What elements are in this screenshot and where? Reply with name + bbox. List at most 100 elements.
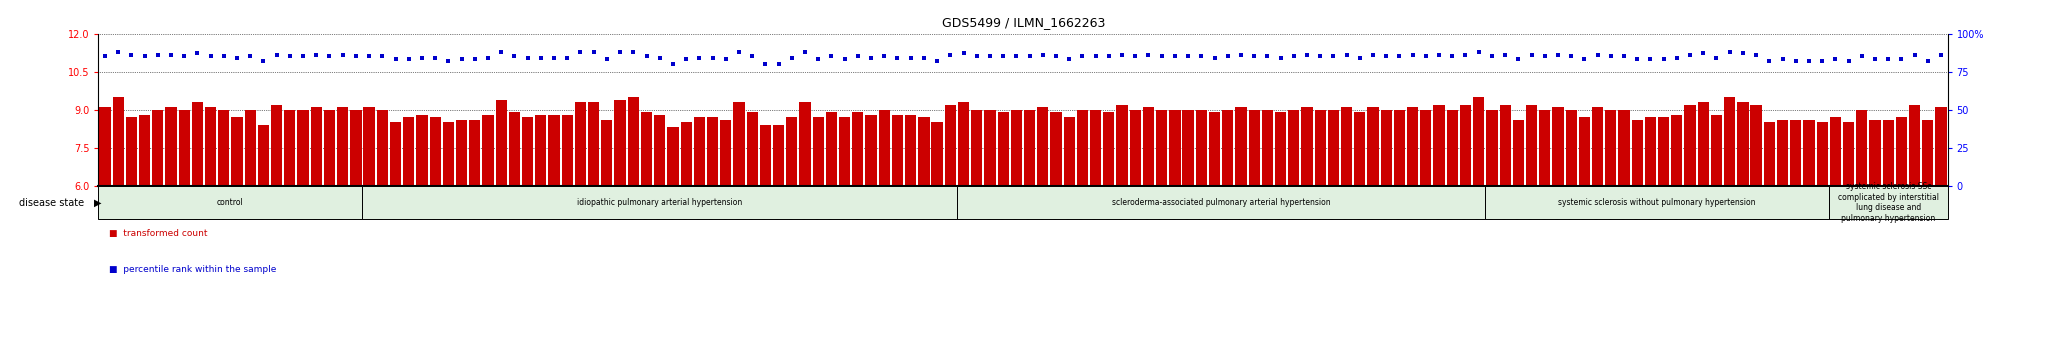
Point [1186,53,1219,59]
Bar [997,112,1010,186]
Point [590,57,623,62]
Point [1278,53,1311,59]
Point [195,53,227,59]
Point [1026,52,1059,58]
Point [1872,57,1905,62]
Bar [285,110,295,186]
Bar [1552,107,1563,186]
Bar [1671,115,1683,186]
Point [1569,57,1602,62]
Point [1475,53,1507,59]
Bar [1683,104,1696,186]
Bar [944,104,956,186]
Bar [1591,107,1604,186]
Bar [98,186,362,219]
Point [973,53,1006,59]
Point [444,57,477,62]
Point [1554,53,1587,59]
Text: systemic sclerosis SSc
complicated by interstitial
lung disease and
pulmonary hy: systemic sclerosis SSc complicated by in… [1837,182,1939,223]
Bar [430,117,440,186]
Point [709,57,741,62]
Point [999,53,1032,59]
Bar [1130,110,1141,186]
Bar [139,115,150,186]
Bar [575,102,586,186]
Bar [535,115,547,186]
Bar [457,120,467,186]
Bar [244,110,256,186]
Point [1739,52,1772,58]
Bar [1077,110,1087,186]
Point [168,53,201,59]
Point [815,53,848,59]
Bar [733,102,745,186]
Point [260,52,293,58]
Point [1118,53,1151,59]
Point [1198,55,1231,61]
Point [1053,57,1085,62]
Point [1290,52,1323,58]
Point [1305,53,1337,59]
Bar [442,122,455,186]
Point [1171,53,1204,59]
Bar [1526,104,1538,186]
Bar [1485,186,1829,219]
Point [1898,52,1931,58]
Bar [840,117,850,186]
Point [512,55,545,61]
Bar [338,107,348,186]
Point [1251,53,1284,59]
Bar [879,110,891,186]
Bar [508,112,520,186]
Bar [1870,120,1880,186]
Text: ■  transformed count: ■ transformed count [109,229,207,238]
Point [682,55,715,61]
Point [1159,53,1192,59]
Bar [1659,117,1669,186]
Bar [971,110,983,186]
Bar [1419,110,1432,186]
Point [471,55,504,61]
Point [631,53,664,59]
Bar [1540,110,1550,186]
Bar [1327,110,1339,186]
Bar [1843,122,1853,186]
Point [842,53,874,59]
Bar [1262,110,1274,186]
Text: control: control [217,198,244,207]
Point [1714,49,1747,55]
Bar [1407,107,1419,186]
Text: ■  percentile rank within the sample: ■ percentile rank within the sample [109,264,276,274]
Bar [1829,186,1948,219]
Bar [270,104,283,186]
Bar [1036,107,1049,186]
Point [1450,52,1483,58]
Bar [1090,110,1102,186]
Point [643,55,676,61]
Text: GDS5499 / ILMN_1662263: GDS5499 / ILMN_1662263 [942,16,1106,29]
Bar [205,107,217,186]
Bar [1935,107,1948,186]
Point [922,58,954,64]
Bar [1249,110,1260,186]
Point [1079,53,1112,59]
Bar [1763,122,1776,186]
Bar [614,99,627,186]
Bar [1276,112,1286,186]
Point [735,53,768,59]
Point [418,55,451,61]
Bar [1565,110,1577,186]
Point [1661,55,1694,61]
Point [1845,53,1878,59]
Bar [1012,110,1022,186]
Bar [799,102,811,186]
Point [274,53,307,59]
Point [141,52,174,58]
Bar [549,115,559,186]
Point [1092,53,1124,59]
Bar [1063,117,1075,186]
Bar [1116,104,1128,186]
Point [868,53,901,59]
Bar [1710,115,1722,186]
Point [657,61,690,67]
